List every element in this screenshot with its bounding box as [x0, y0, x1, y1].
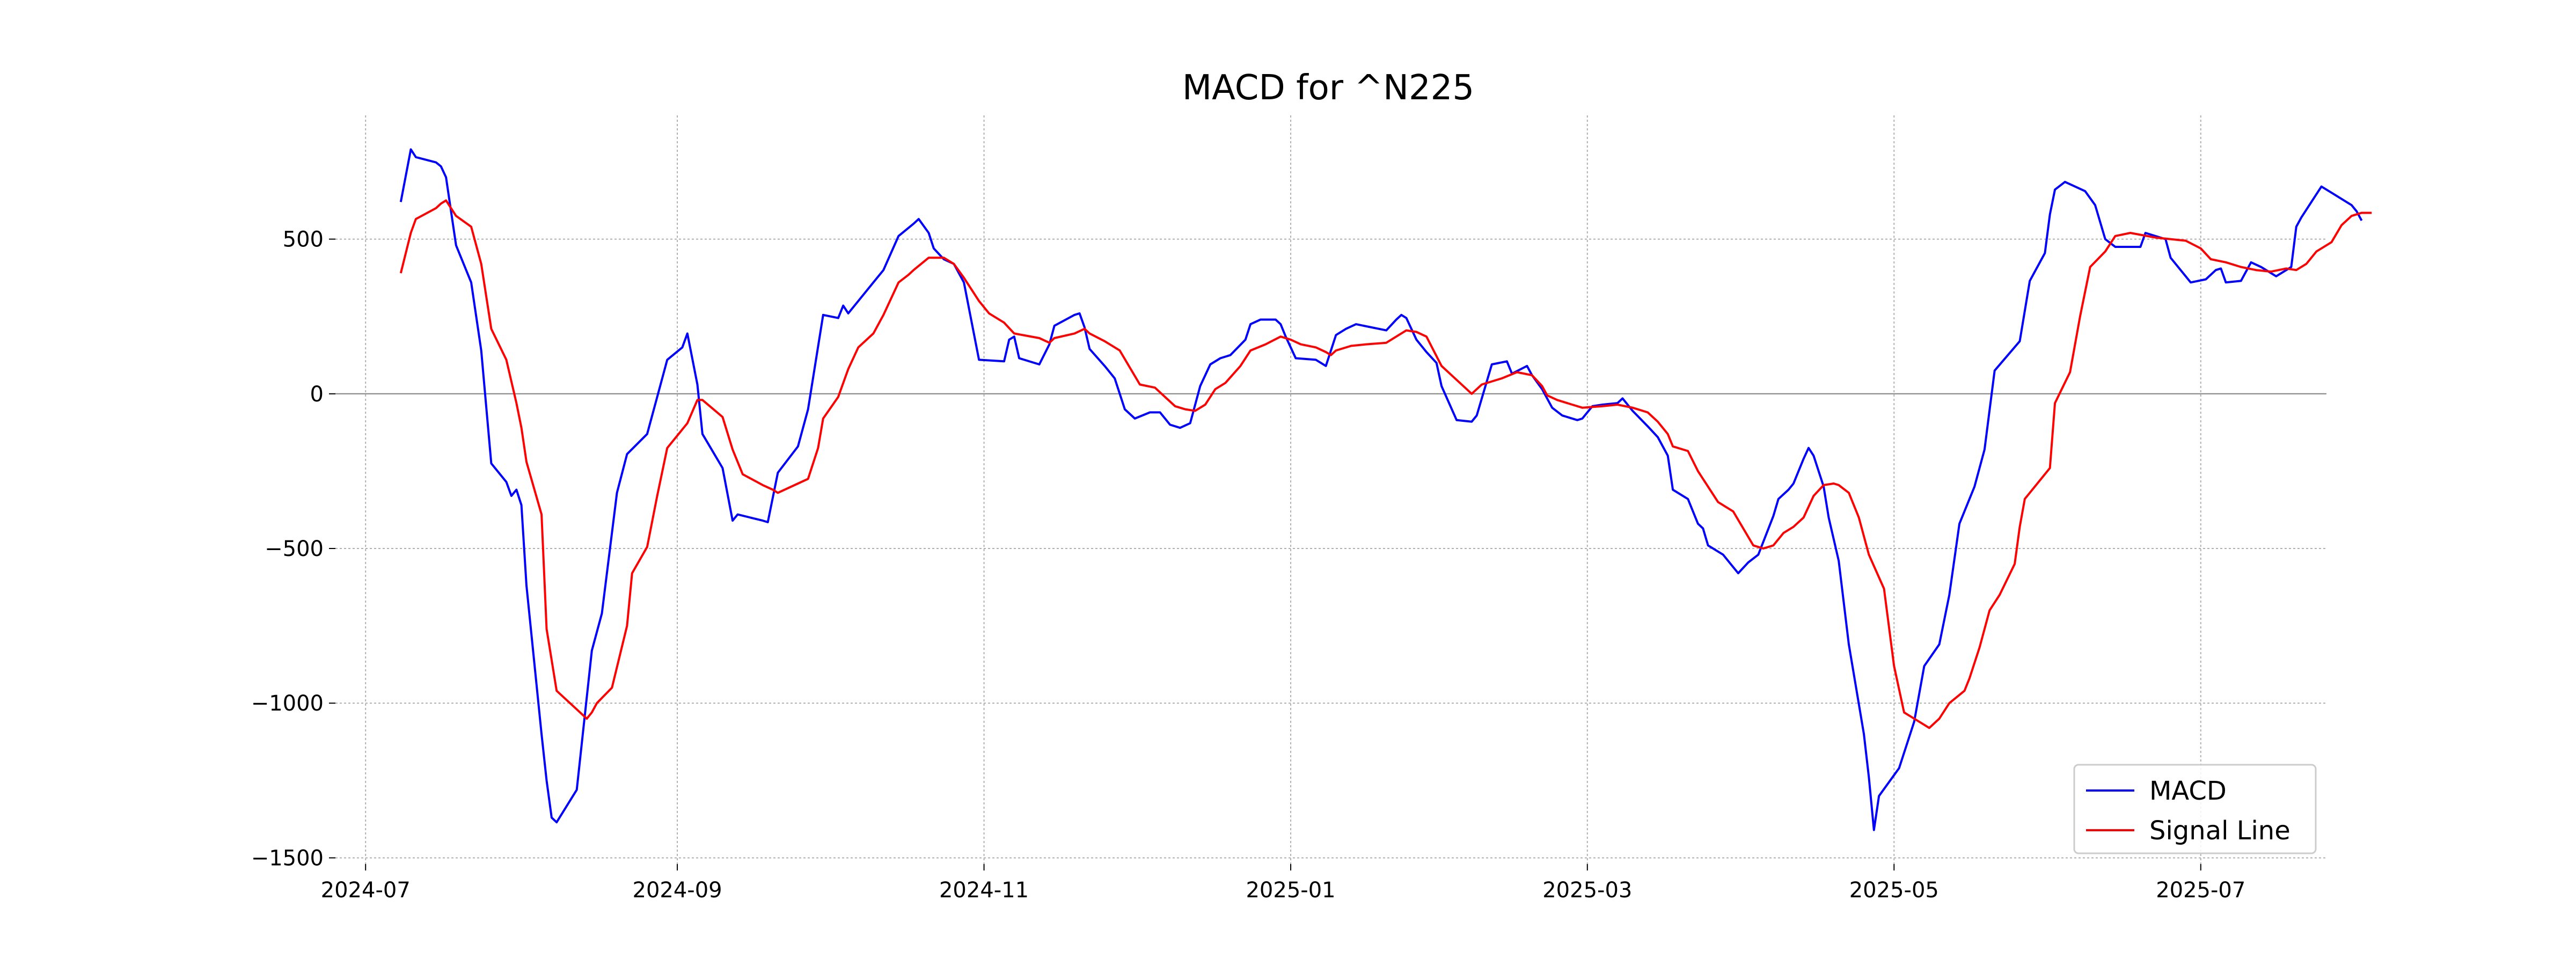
x-tick-label: 2025-01 [1246, 878, 1335, 903]
chart-title: MACD for ^N225 [1182, 68, 1474, 108]
x-tick-label: 2024-11 [939, 878, 1029, 903]
y-tick-label: 500 [283, 228, 324, 252]
x-tick-label: 2025-05 [1849, 878, 1939, 903]
legend-label-signal-line: Signal Line [2149, 816, 2290, 846]
x-tick-label: 2025-07 [2156, 878, 2245, 903]
legend-box [2073, 764, 2317, 854]
y-tick-label: 0 [310, 382, 324, 407]
y-tick-label: −500 [265, 537, 324, 561]
x-tick-label: 2024-09 [633, 878, 722, 903]
y-axis-ticks: 500 0 −500 −1000 −1500 [251, 228, 335, 870]
grid [335, 115, 2326, 864]
macd-line [399, 148, 2363, 831]
legend-label-macd: MACD [2149, 776, 2227, 806]
series-group [399, 148, 2372, 831]
y-tick-label: −1500 [251, 846, 324, 870]
x-tick-label: 2024-07 [321, 878, 411, 903]
x-axis-ticks: 2024-07 2024-09 2024-11 2025-01 2025-03 2025-… [321, 864, 2245, 903]
signal-line-line [399, 199, 2372, 729]
x-tick-label: 2025-03 [1542, 878, 1632, 903]
y-tick-label: −1000 [251, 691, 324, 716]
legend: MACD Signal Line [2073, 764, 2317, 854]
